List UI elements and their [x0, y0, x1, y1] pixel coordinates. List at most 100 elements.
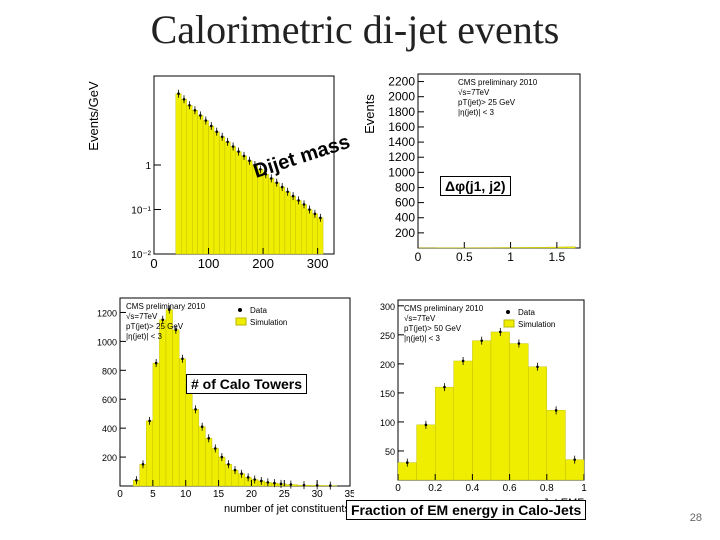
dijet-mass-bar [202, 120, 209, 255]
calo-towers-data-point [259, 479, 263, 483]
delta-phi-x-tick-label: 1.5 [549, 250, 566, 264]
jet-emf-x-tick-label: 0 [395, 483, 401, 494]
calo-towers-bar [218, 456, 226, 487]
jet-emf-legend-sim-label: Simulation [518, 320, 555, 329]
dijet-mass-bar [191, 110, 198, 255]
calo-towers-x-tick-label: 35 [344, 489, 354, 500]
jet-emf-x-tick-label: 0.2 [428, 483, 442, 494]
delta-phi-bar [547, 246, 558, 249]
jet-emf-bar [509, 343, 529, 481]
calo-towers-y-tick-label: 1200 [97, 308, 117, 318]
dijet-mass-data-point [253, 163, 257, 167]
dijet-mass-bar [186, 105, 193, 255]
dijet-mass-bar [279, 186, 286, 255]
jet-emf-y-tick-label: 100 [380, 418, 395, 428]
jet-emf-bar [416, 424, 436, 481]
jet-emf-data-point [480, 339, 483, 342]
dijet-mass-data-point [220, 135, 224, 139]
dijet-mass-data-point [297, 199, 300, 202]
dijet-mass-bar [311, 213, 318, 255]
calo-towers-bar [152, 362, 160, 487]
calo-towers-chart: 0 5 10 15 20 25 30 35 200 400 600 800 1000 1200 number… [97, 297, 354, 515]
calo-towers-legend-line: |η(jet)| < 3 [126, 332, 163, 341]
dijet-mass-x-tick-label: 100 [198, 256, 220, 271]
calo-towers-bar [192, 409, 200, 487]
calo-towers-x-tick-label: 5 [150, 489, 156, 500]
calo-towers-y-tick-label: 400 [102, 424, 117, 434]
calo-towers-data-point [233, 468, 237, 472]
calo-towers-data-point [181, 357, 184, 361]
delta-phi-legend-line: CMS preliminary 2010 [458, 78, 538, 87]
delta-phi-bar [519, 247, 530, 249]
delta-phi-y-tick-label: 1800 [388, 105, 415, 119]
calo-towers-legend-data-label: Data [250, 306, 267, 315]
dijet-mass-bar [290, 195, 297, 255]
jet-emf-legend-data-label: Data [518, 308, 535, 317]
dijet-mass-y-tick-label: 10⁻¹ [131, 206, 151, 217]
dijet-mass-data-point [242, 154, 246, 158]
calo-towers-legend-data-marker [238, 308, 242, 312]
calo-towers-bar [178, 358, 186, 487]
calo-towers-bar [165, 309, 173, 487]
svg-text:Dijet mass: Dijet mass [252, 131, 352, 183]
jet-emf-y-tick-label: 150 [380, 389, 395, 399]
jet-emf-annotation: Fraction of EM energy in Calo-Jets [346, 500, 587, 520]
calo-towers-data-point [167, 308, 171, 311]
calo-towers-y-tick-label: 200 [102, 453, 117, 463]
delta-phi-x-tick-label: 0 [415, 250, 422, 264]
jet-emf-legend-data-marker [506, 310, 510, 314]
jet-emf-data-point [499, 330, 502, 334]
calo-towers-x-axis-label: number of jet constituents [224, 503, 350, 515]
page-number: 28 [689, 512, 702, 524]
jet-emf-legend-line: √s=7TeV [404, 314, 436, 323]
dijet-mass-data-point [308, 208, 311, 211]
dijet-mass-data-point [291, 194, 295, 198]
jet-emf-data-point [424, 423, 428, 427]
jet-emf-y-tick-label: 50 [385, 447, 395, 457]
dijet-mass-data-point [259, 168, 262, 171]
calo-towers-legend-line: pT(jet)> 25 GeV [126, 322, 184, 331]
dijet-mass-y-tick-label: 1 [145, 161, 151, 172]
calo-towers-data-point [148, 419, 151, 423]
calo-towers-data-point [253, 478, 257, 481]
delta-phi-y-axis-label: Events [362, 94, 377, 134]
calo-towers-data-point [328, 484, 332, 487]
calo-towers-bar [146, 420, 154, 487]
dijet-mass-bar [273, 182, 280, 255]
calo-towers-legend-sim-label: Simulation [250, 318, 287, 327]
jet-emf-legend-sim-marker [503, 319, 515, 328]
delta-phi-bar [501, 247, 511, 249]
delta-phi-x-tick-label: 0.5 [456, 250, 473, 264]
delta-phi-y-tick-label: 2000 [388, 90, 415, 104]
dijet-mass-data-point [177, 92, 180, 96]
jet-emf-bar [527, 366, 547, 481]
calo-towers-legend-line: CMS preliminary 2010 [126, 302, 206, 311]
calo-towers-data-point [174, 328, 178, 332]
calo-towers-data-point [273, 481, 276, 485]
jet-emf-y-tick-label: 250 [380, 331, 395, 341]
delta-phi-bar [565, 246, 576, 249]
calo-towers-data-point [220, 455, 224, 459]
delta-phi-y-tick-label: 400 [395, 211, 415, 225]
dijet-mass-x-tick-label: 300 [307, 256, 329, 271]
calo-towers-legend-sim-marker [235, 317, 247, 326]
dijet-mass-bar [268, 178, 275, 255]
dijet-mass-bar [197, 115, 204, 255]
jet-emf-bar [453, 360, 473, 481]
calo-towers-data-point [302, 483, 306, 487]
calo-towers-data-point [207, 436, 211, 440]
dijet-mass-bar [235, 151, 242, 255]
calo-towers-x-tick-label: 10 [180, 489, 192, 500]
calo-towers-x-tick-label: 25 [279, 489, 291, 500]
jet-emf-data-point [461, 359, 465, 363]
dijet-mass-data-point [264, 172, 268, 176]
calo-towers-legend-line: √s=7TeV [126, 312, 158, 321]
calo-towers-y-tick-label: 1000 [97, 337, 117, 347]
calo-towers-x-tick-label: 20 [246, 489, 258, 500]
dijet-mass-bar [295, 200, 302, 255]
jet-emf-chart: 00.20.40.60.8150100150200250300Jet EMFCM… [380, 299, 587, 500]
calo-towers-x-tick-label: 30 [312, 489, 324, 500]
dijet-mass-bar [241, 155, 247, 255]
calo-towers-y-tick-label: 600 [102, 395, 117, 405]
delta-phi-annotation: Δφ(j1, j2) [440, 176, 511, 196]
